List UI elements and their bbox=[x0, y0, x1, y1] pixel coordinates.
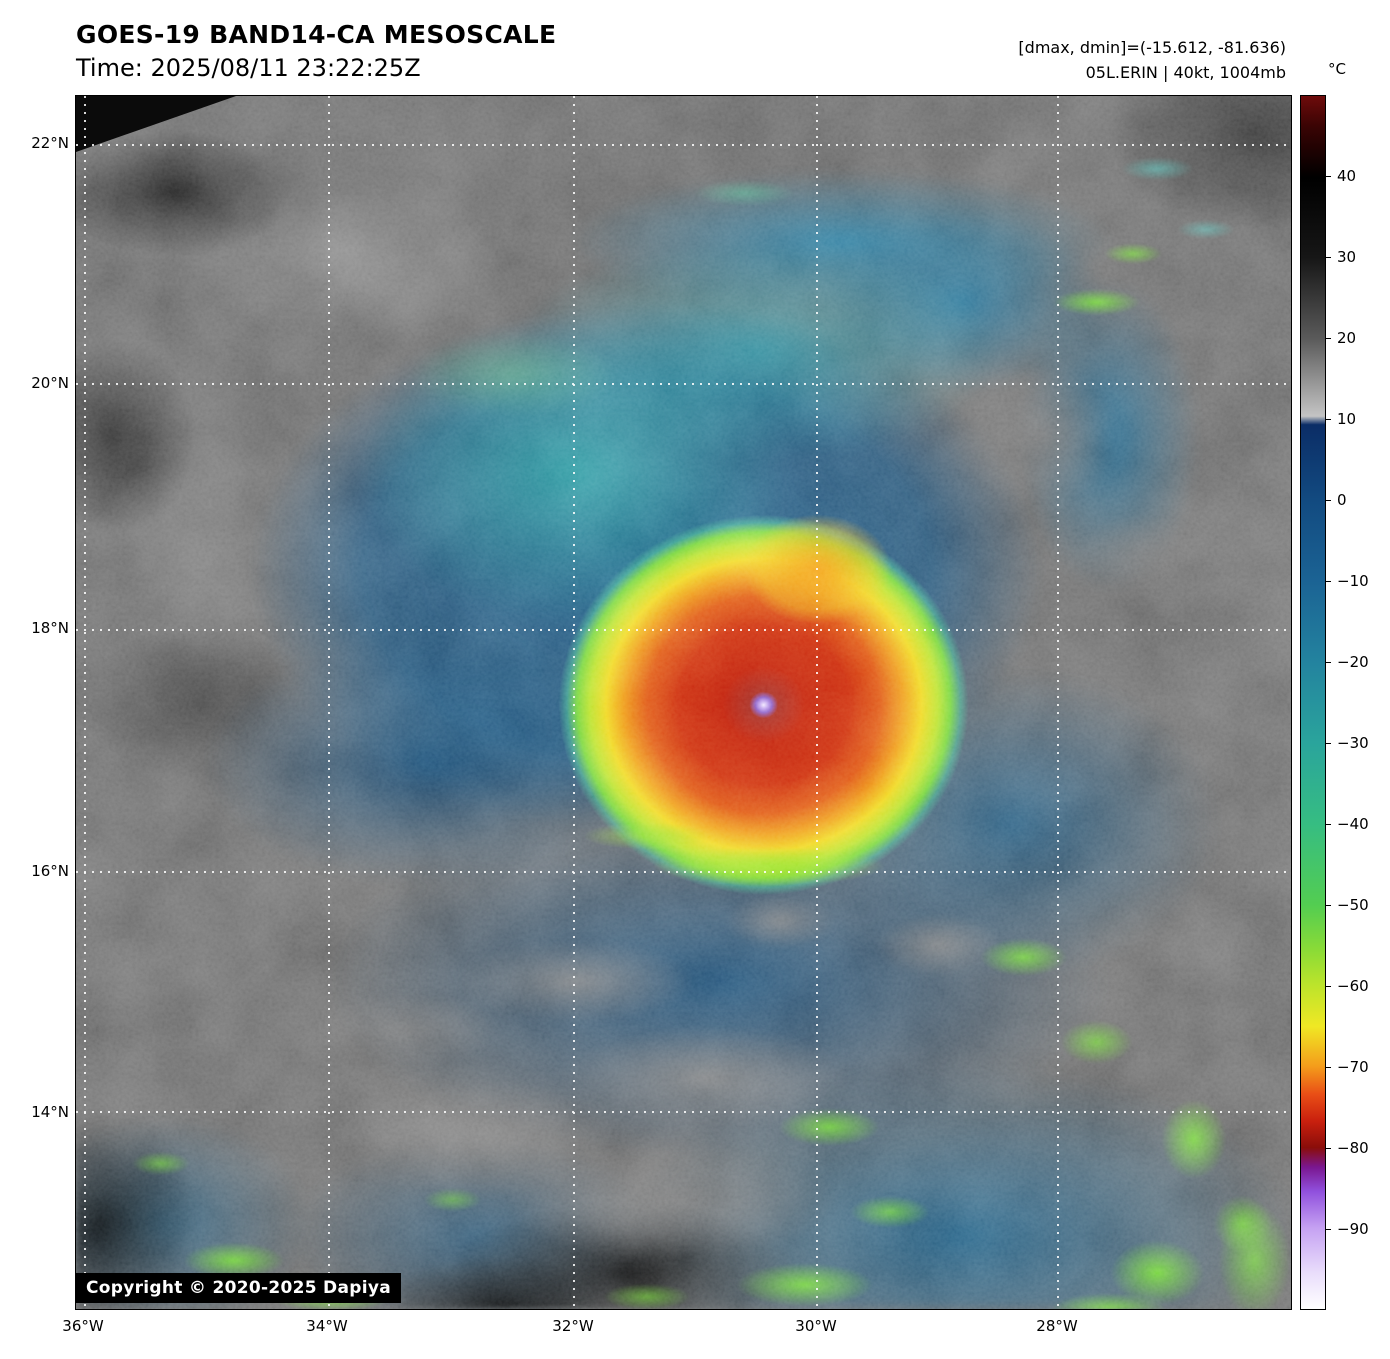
header-right: [dmax, dmin]=(-15.612, -81.636) 05L.ERIN… bbox=[1018, 36, 1286, 86]
lat-axis-label: 20°N bbox=[31, 374, 69, 392]
lon-axis-label: 34°W bbox=[306, 1317, 348, 1335]
storm-status: 05L.ERIN | 40kt, 1004mb bbox=[1085, 62, 1286, 82]
colorbar-tick bbox=[1326, 742, 1331, 744]
colorbar-tick bbox=[1326, 176, 1331, 178]
colorbar-tick bbox=[1326, 1228, 1331, 1230]
page-title: GOES-19 BAND14-CA MESOSCALE bbox=[76, 20, 557, 49]
colorbar-tick bbox=[1326, 905, 1331, 907]
colorbar-tick-label: −80 bbox=[1337, 1139, 1369, 1158]
colorbar-tick bbox=[1326, 499, 1331, 501]
colorbar-unit: °C bbox=[1328, 60, 1346, 78]
colorbar-tick-label: 40 bbox=[1337, 167, 1357, 186]
lon-axis-label: 28°W bbox=[1036, 1317, 1078, 1335]
colorbar-tick bbox=[1326, 1148, 1331, 1150]
lat-axis-label: 22°N bbox=[31, 134, 69, 152]
colorbar-tick-label: −30 bbox=[1337, 733, 1369, 752]
colorbar-tick-label: 10 bbox=[1337, 410, 1357, 429]
colorbar-tick bbox=[1326, 338, 1331, 339]
colorbar bbox=[1300, 95, 1326, 1310]
colorbar-tick-label: −40 bbox=[1337, 815, 1369, 833]
colorbar-tick-label: −20 bbox=[1337, 653, 1369, 672]
colorbar-tick-label: 30 bbox=[1337, 247, 1357, 266]
colorbar-tick bbox=[1326, 985, 1331, 987]
colorbar-tick-label: 20 bbox=[1337, 329, 1357, 347]
lon-axis-label: 32°W bbox=[552, 1317, 594, 1335]
copyright-badge: Copyright © 2020-2025 Dapiya bbox=[76, 1273, 401, 1303]
colorbar-tick bbox=[1326, 419, 1331, 421]
dmax-dmin-readout: [dmax, dmin]=(-15.612, -81.636) bbox=[1018, 38, 1286, 57]
lon-axis-label: 30°W bbox=[795, 1317, 837, 1335]
colorbar-tick-label: 0 bbox=[1337, 490, 1347, 509]
lat-axis-label: 14°N bbox=[31, 1103, 69, 1121]
colorbar-tick bbox=[1326, 824, 1331, 825]
colorbar-tick-label: −60 bbox=[1337, 976, 1369, 995]
colorbar-tick-label: −50 bbox=[1337, 896, 1369, 915]
header-left: GOES-19 BAND14-CA MESOSCALE Time: 2025/0… bbox=[76, 20, 556, 82]
lon-axis-label: 36°W bbox=[62, 1317, 104, 1335]
timestamp: Time: 2025/08/11 23:22:25Z bbox=[76, 54, 421, 82]
colorbar-area: 40 30 20 10 0 −10 −20 −30 −40 −50 −60 −7… bbox=[1300, 95, 1390, 1310]
colorbar-tick bbox=[1326, 1067, 1331, 1068]
colorbar-tick-label: −70 bbox=[1337, 1058, 1369, 1076]
lat-axis-label: 18°N bbox=[31, 619, 69, 637]
colorbar-tick bbox=[1326, 662, 1331, 664]
cloud-layer-convection bbox=[76, 96, 1291, 1309]
colorbar-tick-label: −90 bbox=[1337, 1219, 1369, 1238]
satellite-map: Copyright © 2020-2025 Dapiya bbox=[75, 95, 1292, 1310]
colorbar-tick bbox=[1326, 256, 1331, 258]
colorbar-tick-label: −10 bbox=[1337, 572, 1369, 590]
colorbar-tick bbox=[1326, 581, 1331, 582]
lat-axis-label: 16°N bbox=[31, 862, 69, 880]
